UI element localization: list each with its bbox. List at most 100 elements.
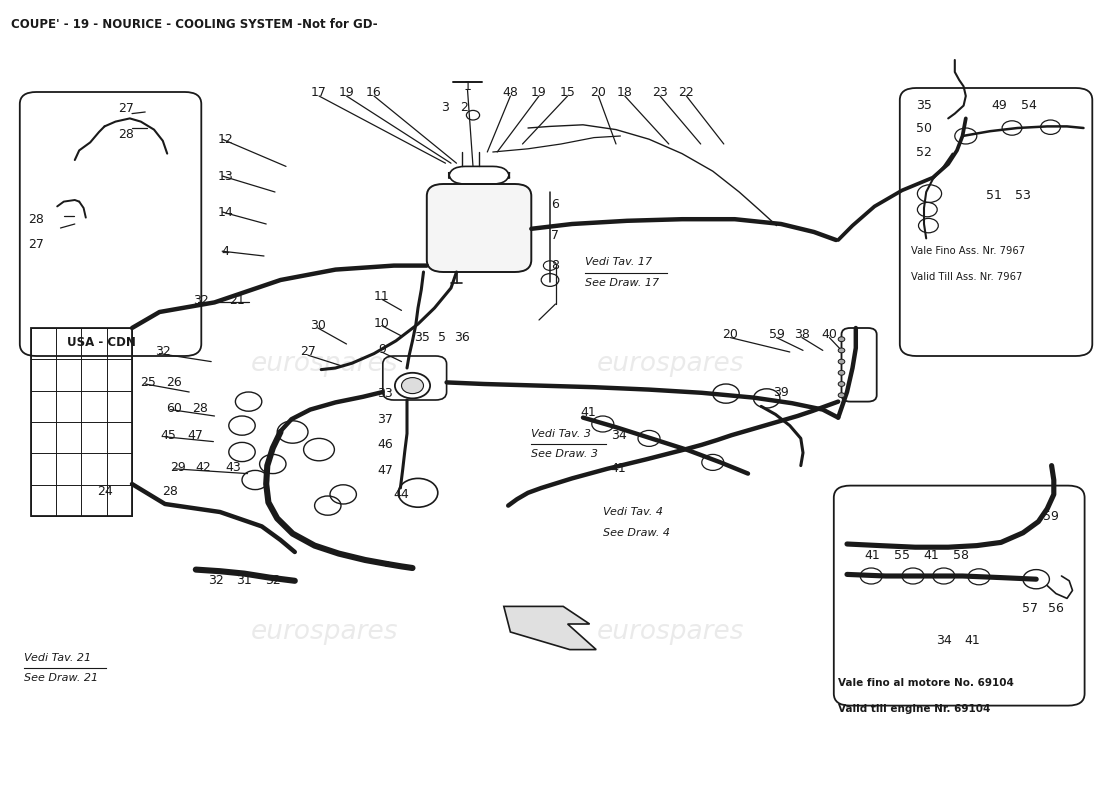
Text: 38: 38 <box>794 328 810 341</box>
Text: 19: 19 <box>339 86 354 99</box>
Text: 32: 32 <box>265 574 280 587</box>
Text: 28: 28 <box>119 128 134 141</box>
Text: Valid till engine Nr. 69104: Valid till engine Nr. 69104 <box>838 704 991 714</box>
Circle shape <box>838 348 845 353</box>
Text: 34: 34 <box>936 634 952 646</box>
Text: 43: 43 <box>226 461 241 474</box>
Text: 20: 20 <box>723 328 738 341</box>
Text: 6: 6 <box>551 198 560 211</box>
Text: 42: 42 <box>196 461 211 474</box>
Text: 37: 37 <box>377 413 393 426</box>
Text: 21: 21 <box>229 294 244 306</box>
Text: 32: 32 <box>155 345 170 358</box>
Text: 18: 18 <box>617 86 632 99</box>
Text: 29: 29 <box>170 461 186 474</box>
Text: eurospares: eurospares <box>251 619 398 645</box>
Text: 25: 25 <box>141 376 156 389</box>
Text: 53: 53 <box>1015 189 1031 202</box>
Text: 30: 30 <box>310 319 326 332</box>
Text: eurospares: eurospares <box>597 351 745 377</box>
Text: 28: 28 <box>29 213 44 226</box>
Text: 11: 11 <box>374 290 389 303</box>
Text: eurospares: eurospares <box>251 351 398 377</box>
Text: 14: 14 <box>218 206 233 218</box>
Text: See Draw. 17: See Draw. 17 <box>585 278 659 288</box>
Text: 59: 59 <box>769 328 784 341</box>
Text: 8: 8 <box>551 259 560 272</box>
Text: Vale Fino Ass. Nr. 7967: Vale Fino Ass. Nr. 7967 <box>911 246 1025 257</box>
Text: 44: 44 <box>394 488 409 501</box>
Text: 40: 40 <box>822 328 837 341</box>
Text: 54: 54 <box>1021 99 1036 112</box>
Text: 39: 39 <box>773 386 789 398</box>
Text: 17: 17 <box>311 86 327 99</box>
Text: 60: 60 <box>166 402 182 414</box>
Text: Vedi Tav. 3: Vedi Tav. 3 <box>531 429 592 438</box>
Text: 35: 35 <box>415 331 430 344</box>
Text: 32: 32 <box>194 294 209 306</box>
Text: 16: 16 <box>366 86 382 99</box>
Text: 34: 34 <box>612 429 627 442</box>
Circle shape <box>838 370 845 375</box>
Text: 41: 41 <box>581 406 596 419</box>
Text: 7: 7 <box>551 229 560 242</box>
Circle shape <box>838 393 845 398</box>
Text: 3: 3 <box>441 101 450 114</box>
Text: 10: 10 <box>374 317 389 330</box>
Bar <box>31 328 132 516</box>
Text: USA - CDN: USA - CDN <box>67 336 135 349</box>
Text: 32: 32 <box>208 574 223 587</box>
Text: 41: 41 <box>924 549 939 562</box>
Circle shape <box>838 337 845 342</box>
Text: 4: 4 <box>221 245 230 258</box>
Polygon shape <box>504 606 596 650</box>
Text: 41: 41 <box>610 462 626 475</box>
Text: 9: 9 <box>377 343 386 356</box>
Text: 33: 33 <box>377 387 393 400</box>
Circle shape <box>838 359 845 364</box>
Text: See Draw. 3: See Draw. 3 <box>531 450 598 459</box>
Text: Valid Till Ass. Nr. 7967: Valid Till Ass. Nr. 7967 <box>911 272 1022 282</box>
Text: 12: 12 <box>218 133 233 146</box>
Text: 28: 28 <box>192 402 208 414</box>
Text: eurospares: eurospares <box>597 619 745 645</box>
Text: See Draw. 4: See Draw. 4 <box>603 528 670 538</box>
Text: 15: 15 <box>560 86 575 99</box>
Text: 47: 47 <box>188 429 204 442</box>
Text: 20: 20 <box>591 86 606 99</box>
Text: 27: 27 <box>300 346 316 358</box>
Text: 55: 55 <box>894 549 910 562</box>
Text: 36: 36 <box>454 331 470 344</box>
Text: 46: 46 <box>377 438 393 451</box>
Text: Vedi Tav. 4: Vedi Tav. 4 <box>603 507 663 517</box>
Text: 5: 5 <box>438 331 447 344</box>
Text: 58: 58 <box>954 549 969 562</box>
Text: See Draw. 21: See Draw. 21 <box>24 674 98 683</box>
Text: 26: 26 <box>166 376 182 389</box>
Text: 57: 57 <box>1022 602 1037 614</box>
Text: Vale fino al motore No. 69104: Vale fino al motore No. 69104 <box>838 678 1014 688</box>
Text: 49: 49 <box>991 99 1006 112</box>
Text: 22: 22 <box>679 86 694 99</box>
Text: 27: 27 <box>119 102 134 115</box>
Text: 31: 31 <box>236 574 252 587</box>
Text: 48: 48 <box>503 86 518 99</box>
Text: 13: 13 <box>218 170 233 182</box>
Text: 19: 19 <box>531 86 547 99</box>
Circle shape <box>402 378 424 394</box>
Text: Vedi Tav. 21: Vedi Tav. 21 <box>24 653 91 662</box>
Text: 27: 27 <box>29 238 44 250</box>
Text: 35: 35 <box>916 99 932 112</box>
Text: 23: 23 <box>652 86 668 99</box>
Text: 56: 56 <box>1048 602 1064 614</box>
Text: 47: 47 <box>377 464 393 477</box>
Text: 45: 45 <box>161 429 176 442</box>
FancyBboxPatch shape <box>427 184 531 272</box>
Text: 52: 52 <box>916 146 932 158</box>
Circle shape <box>838 382 845 386</box>
Text: 28: 28 <box>163 485 178 498</box>
Text: Vedi Tav. 17: Vedi Tav. 17 <box>585 258 652 267</box>
Text: 59: 59 <box>1043 510 1058 523</box>
Text: 2: 2 <box>460 101 469 114</box>
Text: 41: 41 <box>965 634 980 646</box>
